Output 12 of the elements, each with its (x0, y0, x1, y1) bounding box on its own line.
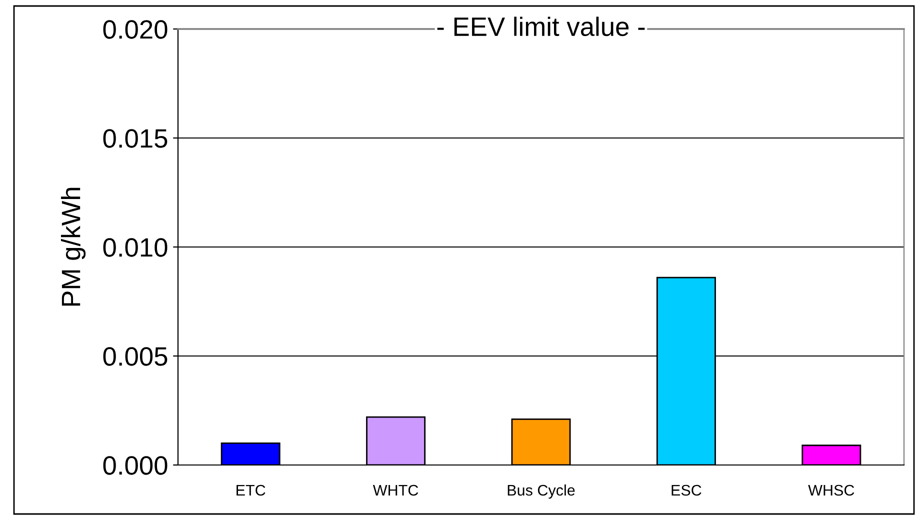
y-tick-label: 0.005 (103, 347, 168, 366)
y-tick-label: 0.010 (103, 238, 168, 257)
y-tick-label: 0.020 (103, 20, 168, 39)
ref-line-label: - EEV limit value - (437, 16, 645, 36)
x-tick-label: ESC (672, 484, 702, 496)
x-tick-label: WHTC (372, 484, 418, 496)
y-tick-label: 0.015 (103, 129, 168, 148)
x-tick-label: Bus Cycle (508, 484, 575, 499)
y-tick-label: 0.000 (103, 456, 168, 475)
y-axis-title: PM g/kWh (60, 188, 86, 306)
x-tick-label: WHSC (808, 484, 854, 496)
x-tick-label: ETC (236, 484, 266, 496)
